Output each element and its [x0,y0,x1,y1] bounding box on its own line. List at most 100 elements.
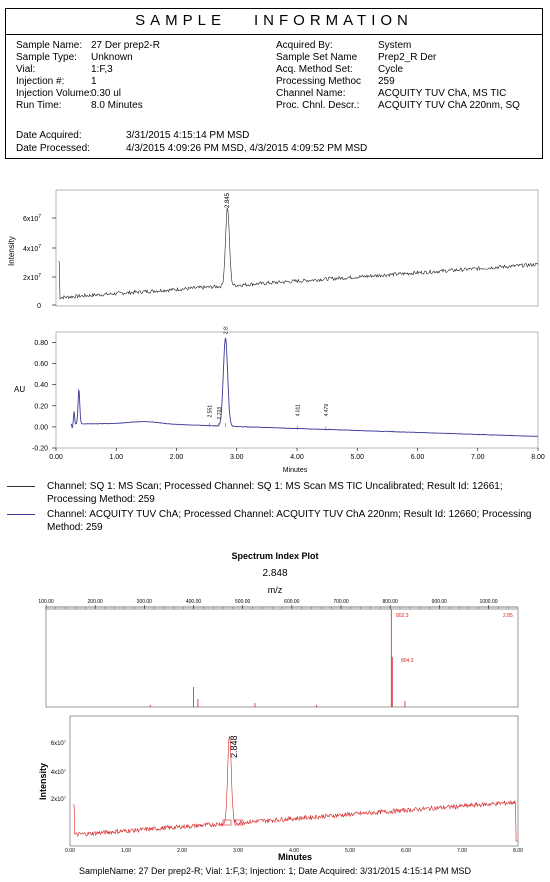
plot-frame [55,189,539,307]
footer-caption: SampleName: 27 Der prep2-R; Vial: 1:F,3;… [78,866,472,876]
x-tick-label: 8.00 [531,454,545,461]
sample-information-panel: SAMPLE INFORMATION Sample Name: 27 Der pre… [5,8,543,159]
mz-tick-label: 700.00 [333,599,349,605]
peak-label: 4.011 [296,404,302,416]
x-tick-label: 5.00 [345,848,355,854]
peak-label: 2.848 [229,735,239,758]
x-tick-label: 0.00 [49,454,63,461]
info-row: Sample Type: Unknown [16,52,133,63]
x-tick-label: 6.00 [411,454,425,461]
red-trace [72,735,518,842]
date-processed-row: Date Processed: 4/3/2015 4:09:26 PM MSD, … [16,143,368,154]
peak-label: 2.845 [225,192,231,208]
y-tick-label: 0.80 [34,340,48,347]
spectrum-retention: 2.848 [262,568,288,579]
y-ticks: -0.20 0.00 0.20 0.40 0.60 0.80 [32,340,56,453]
y-tick-label: 4x107 [23,244,41,253]
peak-label: 2.551 [208,405,214,418]
red-tic-chromatogram: Intensity 2x107 4x107 6x107 0.00 1.00 2.00… [38,715,523,862]
x-tick-label: 6.00 [401,848,411,854]
y-tick-label: -0.20 [32,446,48,453]
info-right-column: Acquired By: System Sample Set Name Prep2_… [276,40,520,112]
peak-label: 4.479 [324,404,330,417]
y-tick-label: 0.40 [34,382,48,389]
x-tick-label: 1.00 [121,848,131,854]
spectrum-axis-label: m/z [267,585,283,595]
info-row: Sample Name: 27 Der prep2-R [16,40,160,51]
y-tick-label: 6x107 [51,739,67,747]
y-tick-label: 0.20 [34,403,48,410]
mz-tick-label: 800.00 [383,599,399,605]
info-row: Channel Name: ACQUITY TUV ChA, MS TIC [276,88,507,99]
plot-frame [69,715,519,847]
y-tick-label: 2x107 [23,273,41,282]
mz-tick-label: 600.00 [284,599,300,605]
mz-tick-label: 500.00 [235,599,251,605]
y-tick-label: 0.00 [34,424,48,431]
uv-trace [70,337,539,438]
x-tick-label: 7.00 [471,454,485,461]
mz-ticks: 100.00 200.00 300.00 400.00 500.00 600.00 700.… [38,599,519,609]
mz-tick-label: 200.00 [88,599,104,605]
x-tick-label: 7.00 [457,848,467,854]
info-row: Acq. Method Set: Cycle [276,64,404,75]
x-tick-label: 4.00 [289,848,299,854]
date-acquired-row: Date Acquired: 3/31/2015 4:15:14 PM MSD [16,130,250,141]
info-row: Injection #: 1 [16,76,97,87]
mz-tick-label: 400.00 [186,599,202,605]
info-row: Injection Volume: 0.30 ul [16,88,122,99]
y-tick-label: 0 [37,303,41,310]
info-left-column: Sample Name: 27 Der prep2-R Sample Type: U… [16,40,160,112]
legend-swatch [7,514,35,515]
plot-frame [55,331,539,449]
y-tick-label: 4x107 [51,768,67,776]
y-ticks: 0 2x107 4x107 6x107 [23,214,56,310]
x-tick-label: 3.00 [230,454,244,461]
x-ticks: 0.00 1.00 2.00 3.00 4.00 5.00 6.00 7.00 8.00 [49,448,545,461]
y-tick-label: 0.60 [34,361,48,368]
legend-text: Channel: SQ 1: MS Scan; Processed Channe… [47,481,503,505]
ms-tic-chromatogram: Intensity 0 2x107 4x107 6x107 2.845 [7,189,539,310]
peak-label: 804.3 [401,658,414,664]
x-tick-label: 2.00 [177,848,187,854]
mz-tick-label: 1000.00 [479,599,497,605]
spectrum-lines [149,609,406,707]
legend-text: Channel: ACQUITY TUV ChA; Processed Chan… [47,509,532,533]
info-row: Proc. Chnl. Descr.: ACQUITY TUV ChA 220nm… [276,100,520,111]
x-tick-label: 3.00 [233,848,243,854]
peak-label: 2.703 [217,407,223,420]
mz-tick-label: 900.00 [432,599,448,605]
y-axis-label: Intensity [38,763,48,800]
x-axis-label: Minutes [283,467,308,474]
y-tick-label: 2x107 [51,795,67,803]
info-row: Sample Set Name Prep2_R Der [276,52,437,63]
x-tick-label: 5.00 [350,454,364,461]
x-tick-label: 4.00 [290,454,304,461]
peak-label: 2.813 [224,326,230,334]
corner-label: 2.85 [503,613,513,619]
info-row: Processing Methoc 259 [276,76,395,87]
y-tick-label: 6x107 [23,214,41,223]
x-ticks: 0.00 1.00 2.00 3.00 4.00 5.00 6.00 7.00 8.00 [65,848,523,854]
peak-marker [234,819,244,826]
ms-trace [58,207,539,300]
panel-title: SAMPLE INFORMATION [135,12,413,29]
peak-labels: 2.551 2.703 2.813 4.011 4.479 [208,326,330,431]
x-axis-label: Minutes [278,852,312,862]
info-row: Run Time: 8.0 Minutes [16,100,143,111]
info-row: Acquired By: System [276,40,412,51]
x-tick-label: 1.00 [109,454,123,461]
y-axis-label: AU [14,385,25,394]
mz-tick-label: 100.00 [38,599,54,605]
uv-chromatogram: AU -0.200.000.200.400.600.80 0.00 1.00 2.0… [14,326,545,474]
x-tick-label: 0.00 [65,848,75,854]
plot-frame [45,608,519,708]
peak-label: 802.3 [396,613,409,619]
peak-marker [222,819,232,826]
legend-swatch [7,486,35,487]
x-tick-label: 8.00 [513,848,523,854]
spectrum-plot: 100.00 200.00 300.00 400.00 500.00 600.00 700.… [38,599,519,708]
y-ticks: 2x107 4x107 6x107 [51,739,67,803]
spectrum-title: Spectrum Index Plot [231,551,319,561]
x-tick-label: 2.00 [170,454,184,461]
